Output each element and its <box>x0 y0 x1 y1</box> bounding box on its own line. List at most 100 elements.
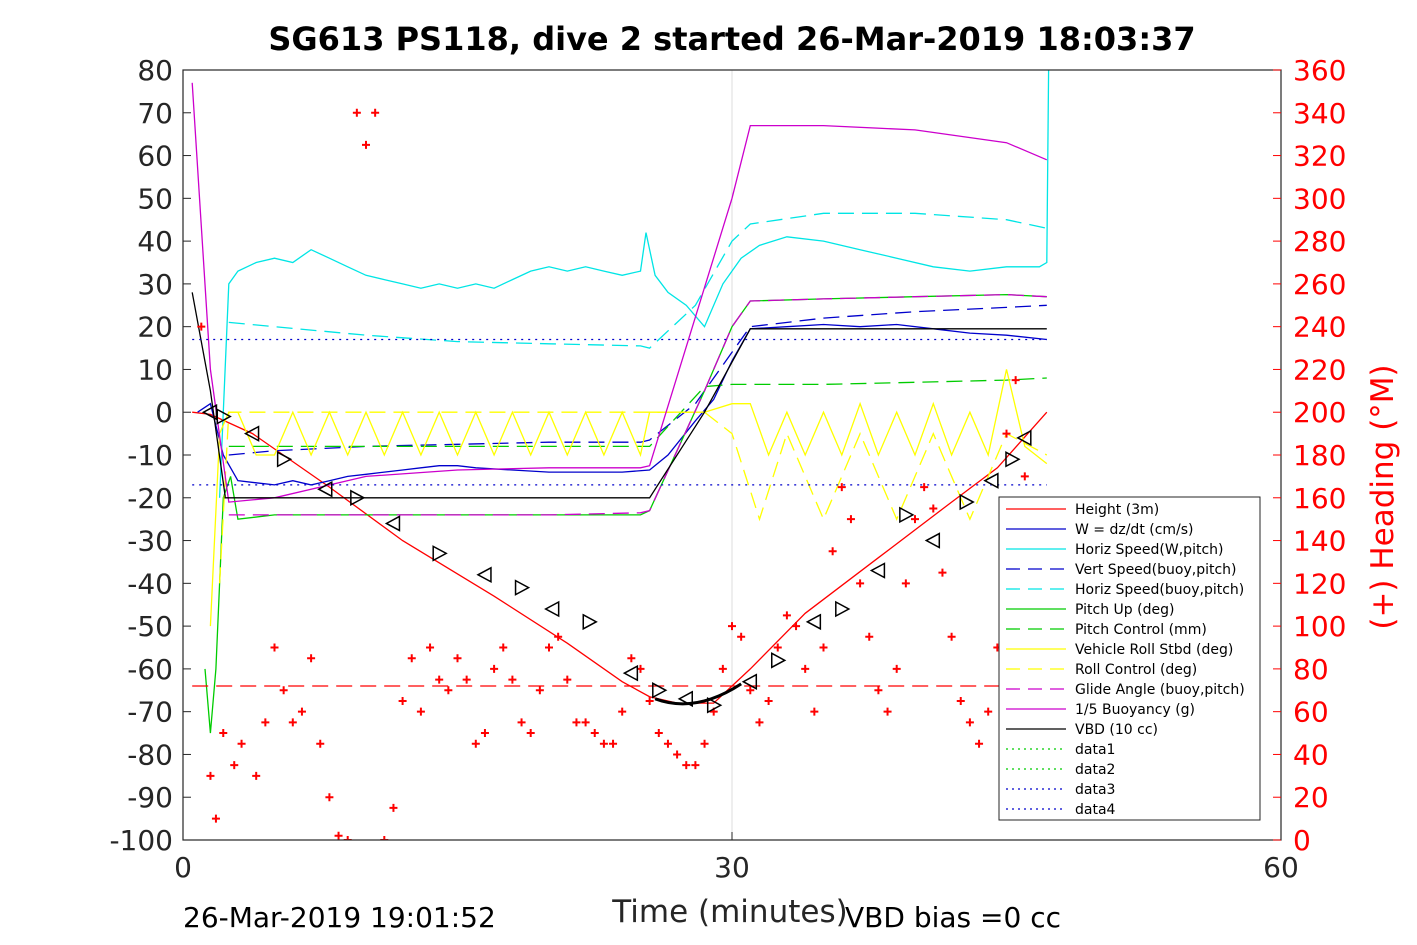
right-axis-ticks: 3603403203002802602402202001801601401201… <box>1273 54 1346 857</box>
heading-point <box>700 739 709 748</box>
heading-point <box>343 836 352 840</box>
heading-point <box>755 718 764 727</box>
heading-point <box>297 707 306 716</box>
legend-label-7: Vehicle Roll Stbd (deg) <box>1075 642 1233 658</box>
heading-point <box>663 739 672 748</box>
left-tick-label: -10 <box>127 439 173 472</box>
left-tick-label: 70 <box>137 97 173 130</box>
heading-point <box>480 729 489 738</box>
heading-point <box>352 108 361 117</box>
right-tick-label: 320 <box>1293 140 1346 173</box>
heading-point <box>325 793 334 802</box>
legend-label-15: data4 <box>1075 802 1116 818</box>
heading-point <box>599 739 608 748</box>
right-tick-label: 360 <box>1293 54 1346 87</box>
heading-point <box>499 643 508 652</box>
triangle-marker <box>514 579 531 596</box>
chart-title: SG613 PS118, dive 2 started 26-Mar-2019 … <box>268 20 1195 58</box>
heading-point <box>673 750 682 759</box>
triangle-marker <box>201 403 218 421</box>
triangle-marker <box>243 425 260 442</box>
triangle-marker <box>276 451 293 468</box>
heading-point <box>801 664 810 673</box>
left-tick-label: 40 <box>137 225 173 258</box>
heading-point <box>288 718 297 727</box>
heading-point <box>1011 376 1020 385</box>
marker-layer <box>201 403 1032 714</box>
heading-point <box>618 707 627 716</box>
right-tick-label: 0 <box>1293 824 1311 857</box>
heading-point <box>590 729 599 738</box>
heading-point <box>654 729 663 738</box>
heading-point <box>517 718 526 727</box>
heading-point <box>389 803 398 812</box>
legend-label-2: Horiz Speed(W,pitch) <box>1075 542 1223 558</box>
heading-point <box>846 515 855 524</box>
heading-point <box>398 696 407 705</box>
heading-point <box>718 664 727 673</box>
legend-label-8: Roll Control (deg) <box>1075 662 1197 678</box>
triangle-marker <box>317 480 333 498</box>
heading-point <box>572 718 581 727</box>
footer-vbd-bias: VBD bias =0 cc <box>845 901 1061 934</box>
triangle-marker <box>1016 429 1032 447</box>
heading-point <box>682 761 691 770</box>
heading-point <box>1020 472 1029 481</box>
series-line-6 <box>228 377 1047 448</box>
legend-label-10: 1/5 Buoyancy (g) <box>1075 702 1195 718</box>
heading-point <box>810 707 819 716</box>
heading-point <box>746 686 755 695</box>
right-tick-label: 20 <box>1293 781 1329 814</box>
right-tick-label: 200 <box>1293 396 1346 429</box>
heading-point <box>219 729 228 738</box>
heading-point <box>782 611 791 620</box>
series-line-4 <box>228 212 1047 349</box>
heading-point <box>792 622 801 631</box>
left-tick-label: -60 <box>127 653 173 686</box>
right-tick-label: 120 <box>1293 567 1346 600</box>
footer-timestamp: 26-Mar-2019 19:01:52 <box>183 901 496 934</box>
series-layer <box>191 70 1050 734</box>
heading-point <box>416 707 425 716</box>
left-tick-label: 80 <box>137 54 173 87</box>
triangle-marker <box>741 673 758 690</box>
triangle-marker <box>771 652 787 669</box>
heading-point <box>1002 429 1011 438</box>
series-line-7 <box>209 369 1048 627</box>
triangle-marker <box>677 690 693 708</box>
heading-point <box>975 739 984 748</box>
left-tick-label: -20 <box>127 482 173 515</box>
legend-box <box>998 496 1261 821</box>
right-tick-label: 260 <box>1293 268 1346 301</box>
right-tick-label: 180 <box>1293 439 1346 472</box>
heading-layer <box>197 108 1038 840</box>
heading-point <box>892 664 901 673</box>
heading-point <box>728 622 736 631</box>
heading-point <box>837 483 846 492</box>
x-axis-ticks: 0 30 60 <box>174 832 1299 884</box>
triangle-marker <box>384 515 401 532</box>
triangle-marker <box>805 613 822 631</box>
right-tick-label: 240 <box>1293 311 1346 344</box>
legend-label-13: data2 <box>1075 762 1115 778</box>
heading-point <box>316 739 325 748</box>
heading-point <box>535 686 544 695</box>
heading-point <box>581 718 590 727</box>
series-line-11 <box>191 292 1047 499</box>
heading-point <box>645 696 654 705</box>
heading-point <box>856 579 865 588</box>
triangle-marker <box>582 613 598 631</box>
heading-point <box>563 675 572 684</box>
legend-label-4: Horiz Speed(buoy,pitch) <box>1075 582 1244 598</box>
legend-label-1: W = dz/dt (cm/s) <box>1075 522 1194 538</box>
triangle-marker <box>899 506 915 524</box>
triangle-marker <box>622 664 639 682</box>
left-tick-label: -70 <box>127 696 173 729</box>
x-tick-label: 60 <box>1263 851 1299 884</box>
series-line-8 <box>218 411 1048 584</box>
heading-point <box>206 771 215 780</box>
heading-point <box>773 643 782 652</box>
heading-point <box>828 547 837 556</box>
heading-point <box>380 836 389 840</box>
triangle-marker <box>476 566 492 584</box>
